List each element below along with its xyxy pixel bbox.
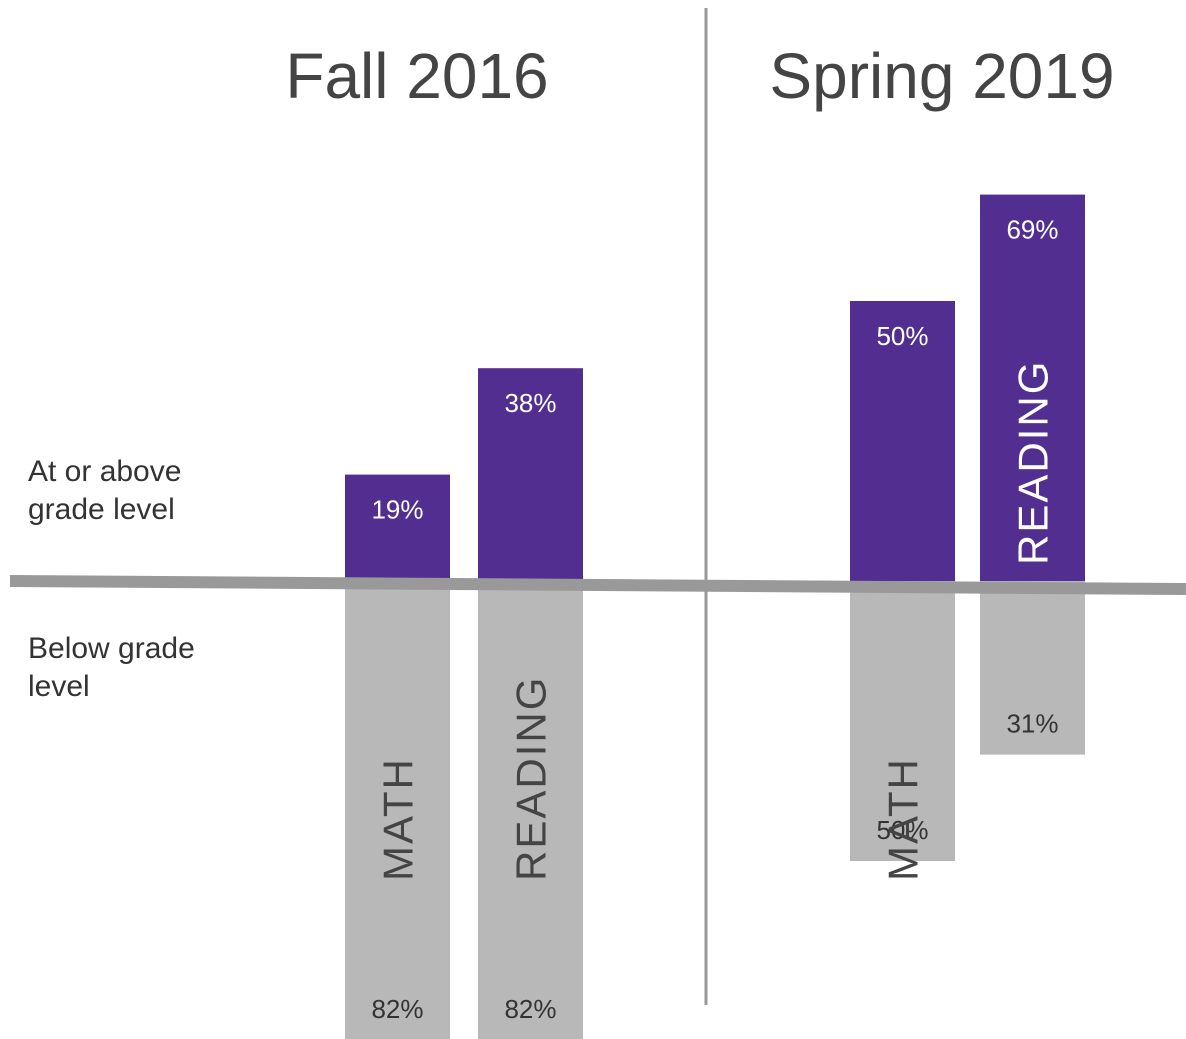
- bar-below: [850, 581, 955, 861]
- value-label: 38%: [504, 388, 556, 418]
- category-label: MATH: [375, 757, 422, 881]
- bar-above: [980, 194, 1085, 581]
- bar-above: [478, 368, 583, 581]
- row-label: At or above grade level: [28, 455, 182, 526]
- panel-title: Spring 2019: [769, 40, 1114, 112]
- row-label: Below grade level: [28, 632, 195, 703]
- category-label: READING: [1010, 360, 1057, 565]
- value-label: 69%: [1006, 215, 1058, 245]
- bar-above: [850, 301, 955, 581]
- bar-below: [345, 581, 450, 1039]
- value-label: 31%: [1006, 709, 1058, 739]
- value-label: 50%: [876, 815, 928, 845]
- panel-title: Fall 2016: [285, 40, 548, 112]
- value-label: 50%: [876, 321, 928, 351]
- bar-above: [345, 474, 450, 581]
- category-label: READING: [508, 676, 555, 881]
- bar-below: [980, 581, 1085, 755]
- value-label: 82%: [371, 994, 423, 1024]
- bar-below: [478, 581, 583, 1039]
- category-label: MATH: [880, 757, 927, 881]
- value-label: 82%: [504, 994, 556, 1024]
- value-label: 19%: [371, 495, 423, 525]
- baseline: [9, 575, 1186, 595]
